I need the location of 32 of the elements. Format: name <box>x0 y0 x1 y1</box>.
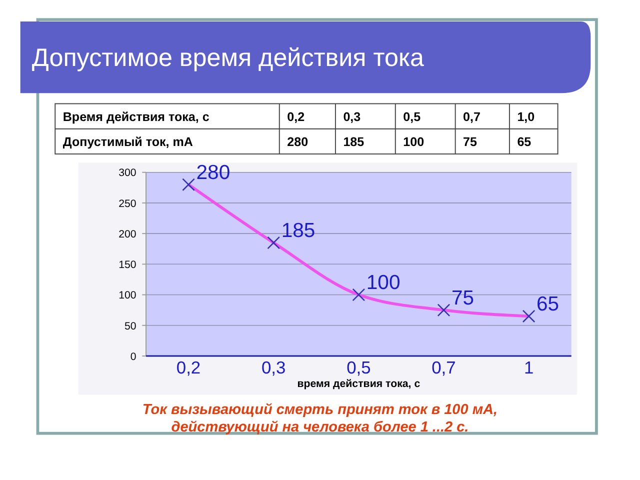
x-tick-label: 0,7 <box>432 357 456 378</box>
text: Допустимый ток, mA <box>62 135 194 150</box>
text: 185 <box>343 135 364 150</box>
text: Ток вызывающий смерть принят ток в 100 мА, действующий на человека более 1 ...2 с. <box>142 402 498 436</box>
text: 100 <box>403 135 424 150</box>
x-tick-label: 0,3 <box>262 357 286 378</box>
x-tick-label: 0,5 <box>346 357 371 378</box>
text: Время действия тока, с <box>62 110 210 124</box>
data-label: 100 <box>366 272 400 294</box>
text: 0,3 <box>343 110 361 124</box>
data-label: 75 <box>451 287 474 310</box>
text: 280 <box>287 135 308 150</box>
y-tick-label: 50 <box>124 320 136 332</box>
y-tick-label: 250 <box>118 198 136 210</box>
text: 0,7 <box>463 110 481 124</box>
text: 0,2 <box>287 110 305 124</box>
data-label: 65 <box>536 293 560 316</box>
x-axis-title: время действия тока, с <box>297 378 420 390</box>
chart-title: Допустимое время действия тока <box>32 44 424 72</box>
text: 65 <box>517 135 532 150</box>
y-tick-label: 0 <box>130 350 136 363</box>
y-tick-label: 200 <box>118 228 136 240</box>
data-label: 280 <box>196 162 230 184</box>
x-tick-label: 1 <box>524 357 534 378</box>
y-tick-label: 300 <box>118 167 136 180</box>
y-tick-label: 150 <box>118 259 136 272</box>
data-label: 185 <box>281 220 316 242</box>
y-tick-label: 100 <box>118 290 136 302</box>
text: 1,0 <box>517 110 535 124</box>
text: 0,5 <box>403 110 421 124</box>
x-tick-label: 0,2 <box>176 357 201 378</box>
text: 75 <box>463 135 478 150</box>
